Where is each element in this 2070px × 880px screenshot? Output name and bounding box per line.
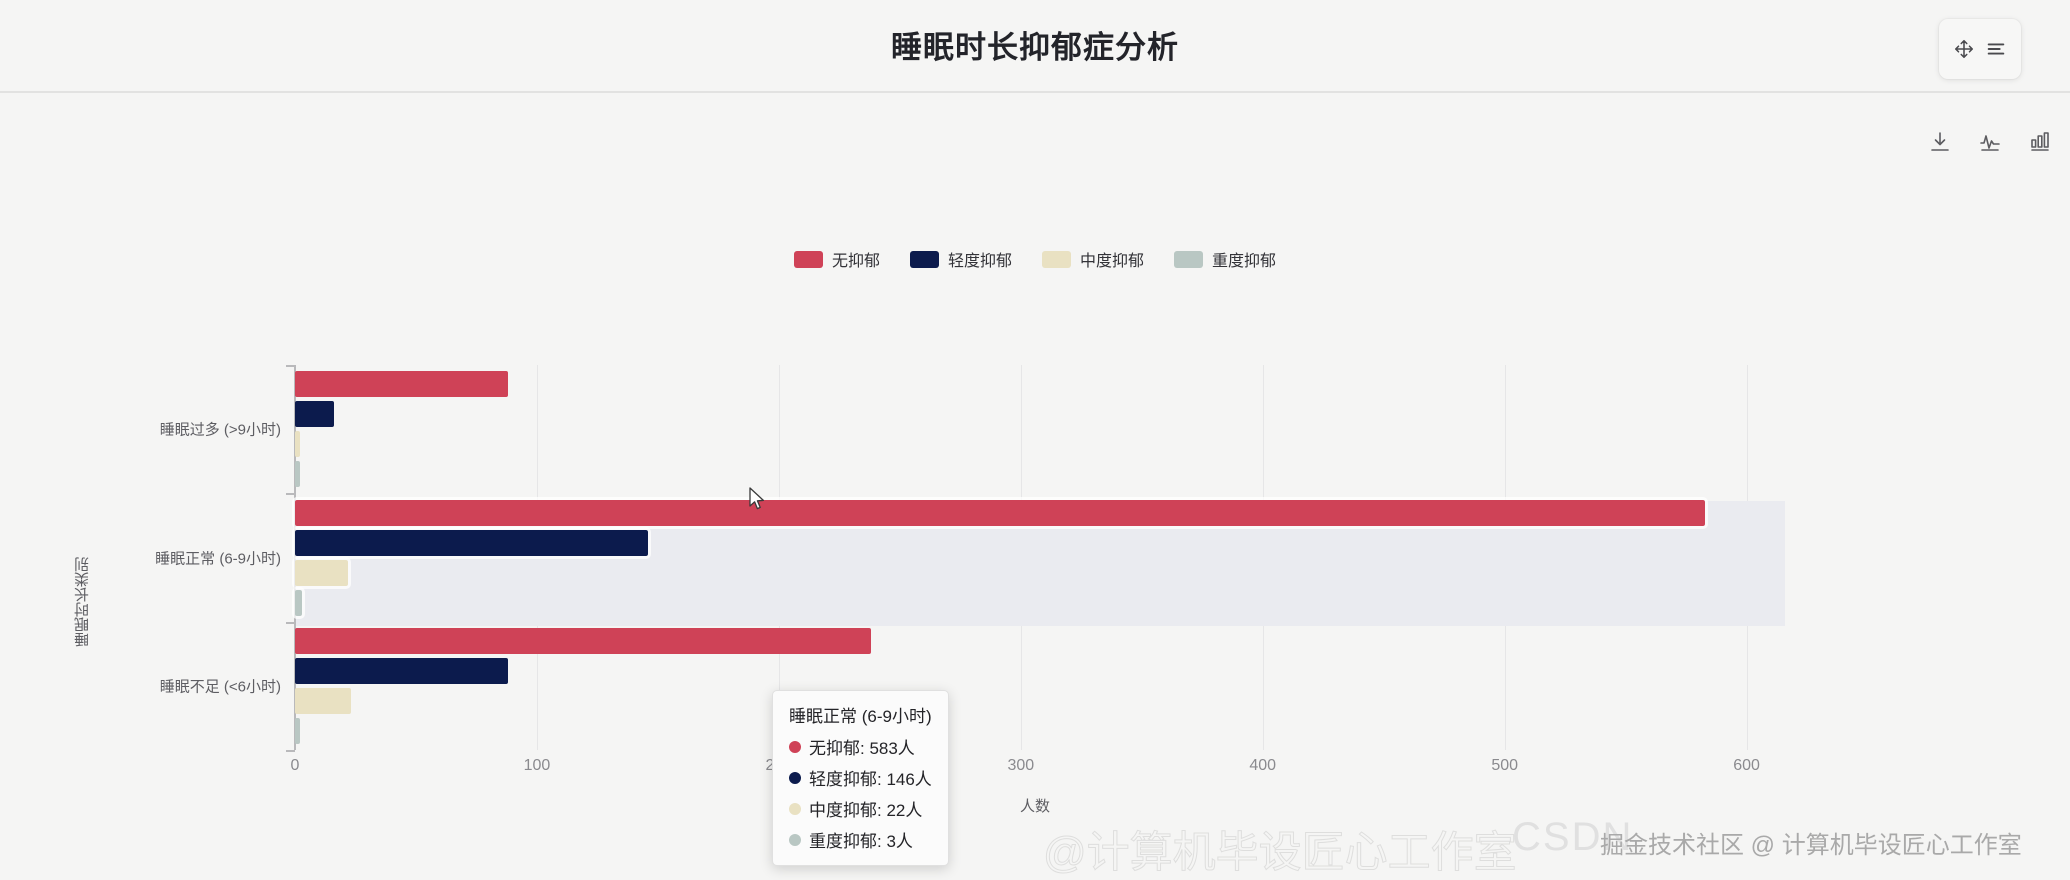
move-icon[interactable]	[1953, 38, 1975, 60]
y-axis-tick	[286, 621, 295, 624]
bar-无抑郁-睡眠正常 (6-9小时)[interactable]	[291, 496, 1709, 529]
bar-chart-icon[interactable]	[2028, 130, 2052, 154]
x-tick-label: 400	[1249, 757, 1277, 774]
chart-legend[interactable]: 无抑郁 轻度抑郁 中度抑郁 重度抑郁	[0, 247, 2070, 271]
tooltip-dot-icon	[789, 771, 801, 784]
floating-toolbar[interactable]	[1939, 19, 2021, 79]
bar-轻度抑郁-睡眠过多 (>9小时)[interactable]	[295, 401, 334, 428]
mouse-cursor	[749, 487, 765, 510]
y-tick-label: 睡眠不足 (<6小时)	[159, 678, 281, 696]
tooltip-row-label: 无抑郁: 583人	[809, 739, 915, 758]
legend-label: 中度抑郁	[1080, 253, 1145, 270]
legend-item-3[interactable]: 重度抑郁	[1174, 247, 1276, 271]
bar-无抑郁-睡眠不足 (<6小时)[interactable]	[295, 627, 871, 654]
bar-无抑郁-睡眠过多 (>9小时)[interactable]	[295, 371, 508, 398]
y-axis-line	[294, 365, 296, 750]
bar-中度抑郁-睡眠不足 (<6小时)[interactable]	[295, 687, 351, 714]
legend-swatch-icon	[909, 250, 939, 268]
chart-tooltip: 睡眠正常 (6-9小时) 无抑郁: 583人 轻度抑郁: 146人 中度抑郁: …	[772, 690, 949, 866]
bar-重度抑郁-睡眠不足 (<6小时)[interactable]	[295, 717, 300, 744]
tooltip-dot-icon	[789, 802, 801, 815]
chart-toolbar[interactable]	[1928, 130, 2052, 154]
x-tick-label: 500	[1491, 757, 1519, 774]
plot-area: 睡眠过多 (>9小时)睡眠正常 (6-9小时)睡眠不足 (<6小时) 01002…	[0, 95, 2070, 880]
y-axis-tick	[286, 493, 295, 496]
bar-重度抑郁-睡眠正常 (6-9小时)[interactable]	[291, 586, 306, 619]
y-tick-label: 睡眠过多 (>9小时)	[159, 421, 281, 439]
legend-label: 无抑郁	[831, 253, 880, 270]
tooltip-row-1: 轻度抑郁: 146人	[789, 765, 932, 790]
menu-icon[interactable]	[1985, 38, 2007, 60]
bar-重度抑郁-睡眠过多 (>9小时)[interactable]	[295, 461, 300, 488]
bar-中度抑郁-睡眠过多 (>9小时)[interactable]	[295, 431, 300, 458]
tooltip-row-label: 重度抑郁: 3人	[809, 832, 913, 851]
y-axis-title: 睡眠时长类别	[74, 557, 91, 647]
legend-label: 轻度抑郁	[947, 253, 1012, 270]
chart-card: 无抑郁 轻度抑郁 中度抑郁 重度抑郁 睡眠过多 (>9小时) 睡眠正常 (6-9	[0, 95, 2070, 880]
x-tick-label: 600	[1733, 757, 1760, 774]
y-axis-tick	[286, 750, 295, 752]
legend-label: 重度抑郁	[1212, 253, 1277, 270]
bar-轻度抑郁-睡眠不足 (<6小时)[interactable]	[295, 657, 508, 684]
legend-swatch-icon	[1042, 250, 1071, 268]
tooltip-row-3: 重度抑郁: 3人	[789, 827, 932, 852]
page-title: 睡眠时长抑郁症分析	[891, 30, 1179, 65]
y-tick-label: 睡眠正常 (6-9小时)	[155, 550, 281, 567]
legend-item-2[interactable]: 中度抑郁	[1042, 247, 1144, 271]
tooltip-row-2: 中度抑郁: 22人	[789, 796, 932, 821]
bar-轻度抑郁-睡眠正常 (6-9小时)[interactable]	[291, 526, 652, 559]
tooltip-dot-icon	[789, 833, 801, 846]
tooltip-row-label: 中度抑郁: 22人	[809, 801, 923, 820]
x-tick-label: 0	[290, 757, 300, 774]
x-axis-title: 人数	[1019, 798, 1050, 815]
bar-中度抑郁-睡眠正常 (6-9小时)[interactable]	[291, 556, 352, 589]
line-chart-icon[interactable]	[1978, 130, 2002, 154]
legend-item-1[interactable]: 轻度抑郁	[909, 247, 1012, 271]
y-axis-tick	[286, 365, 295, 367]
legend-item-0[interactable]: 无抑郁	[793, 247, 880, 271]
tooltip-title: 睡眠正常 (6-9小时)	[789, 707, 932, 726]
tooltip-row-0: 无抑郁: 583人	[789, 734, 932, 759]
x-tick-label: 100	[523, 757, 551, 774]
page-header: 睡眠时长抑郁症分析	[0, 0, 2070, 93]
legend-swatch-icon	[1174, 250, 1204, 268]
download-icon[interactable]	[1928, 130, 1952, 154]
x-tick-label: 300	[1007, 757, 1035, 774]
legend-swatch-icon	[793, 250, 823, 268]
tooltip-dot-icon	[789, 740, 801, 753]
tooltip-row-label: 轻度抑郁: 146人	[809, 770, 932, 789]
